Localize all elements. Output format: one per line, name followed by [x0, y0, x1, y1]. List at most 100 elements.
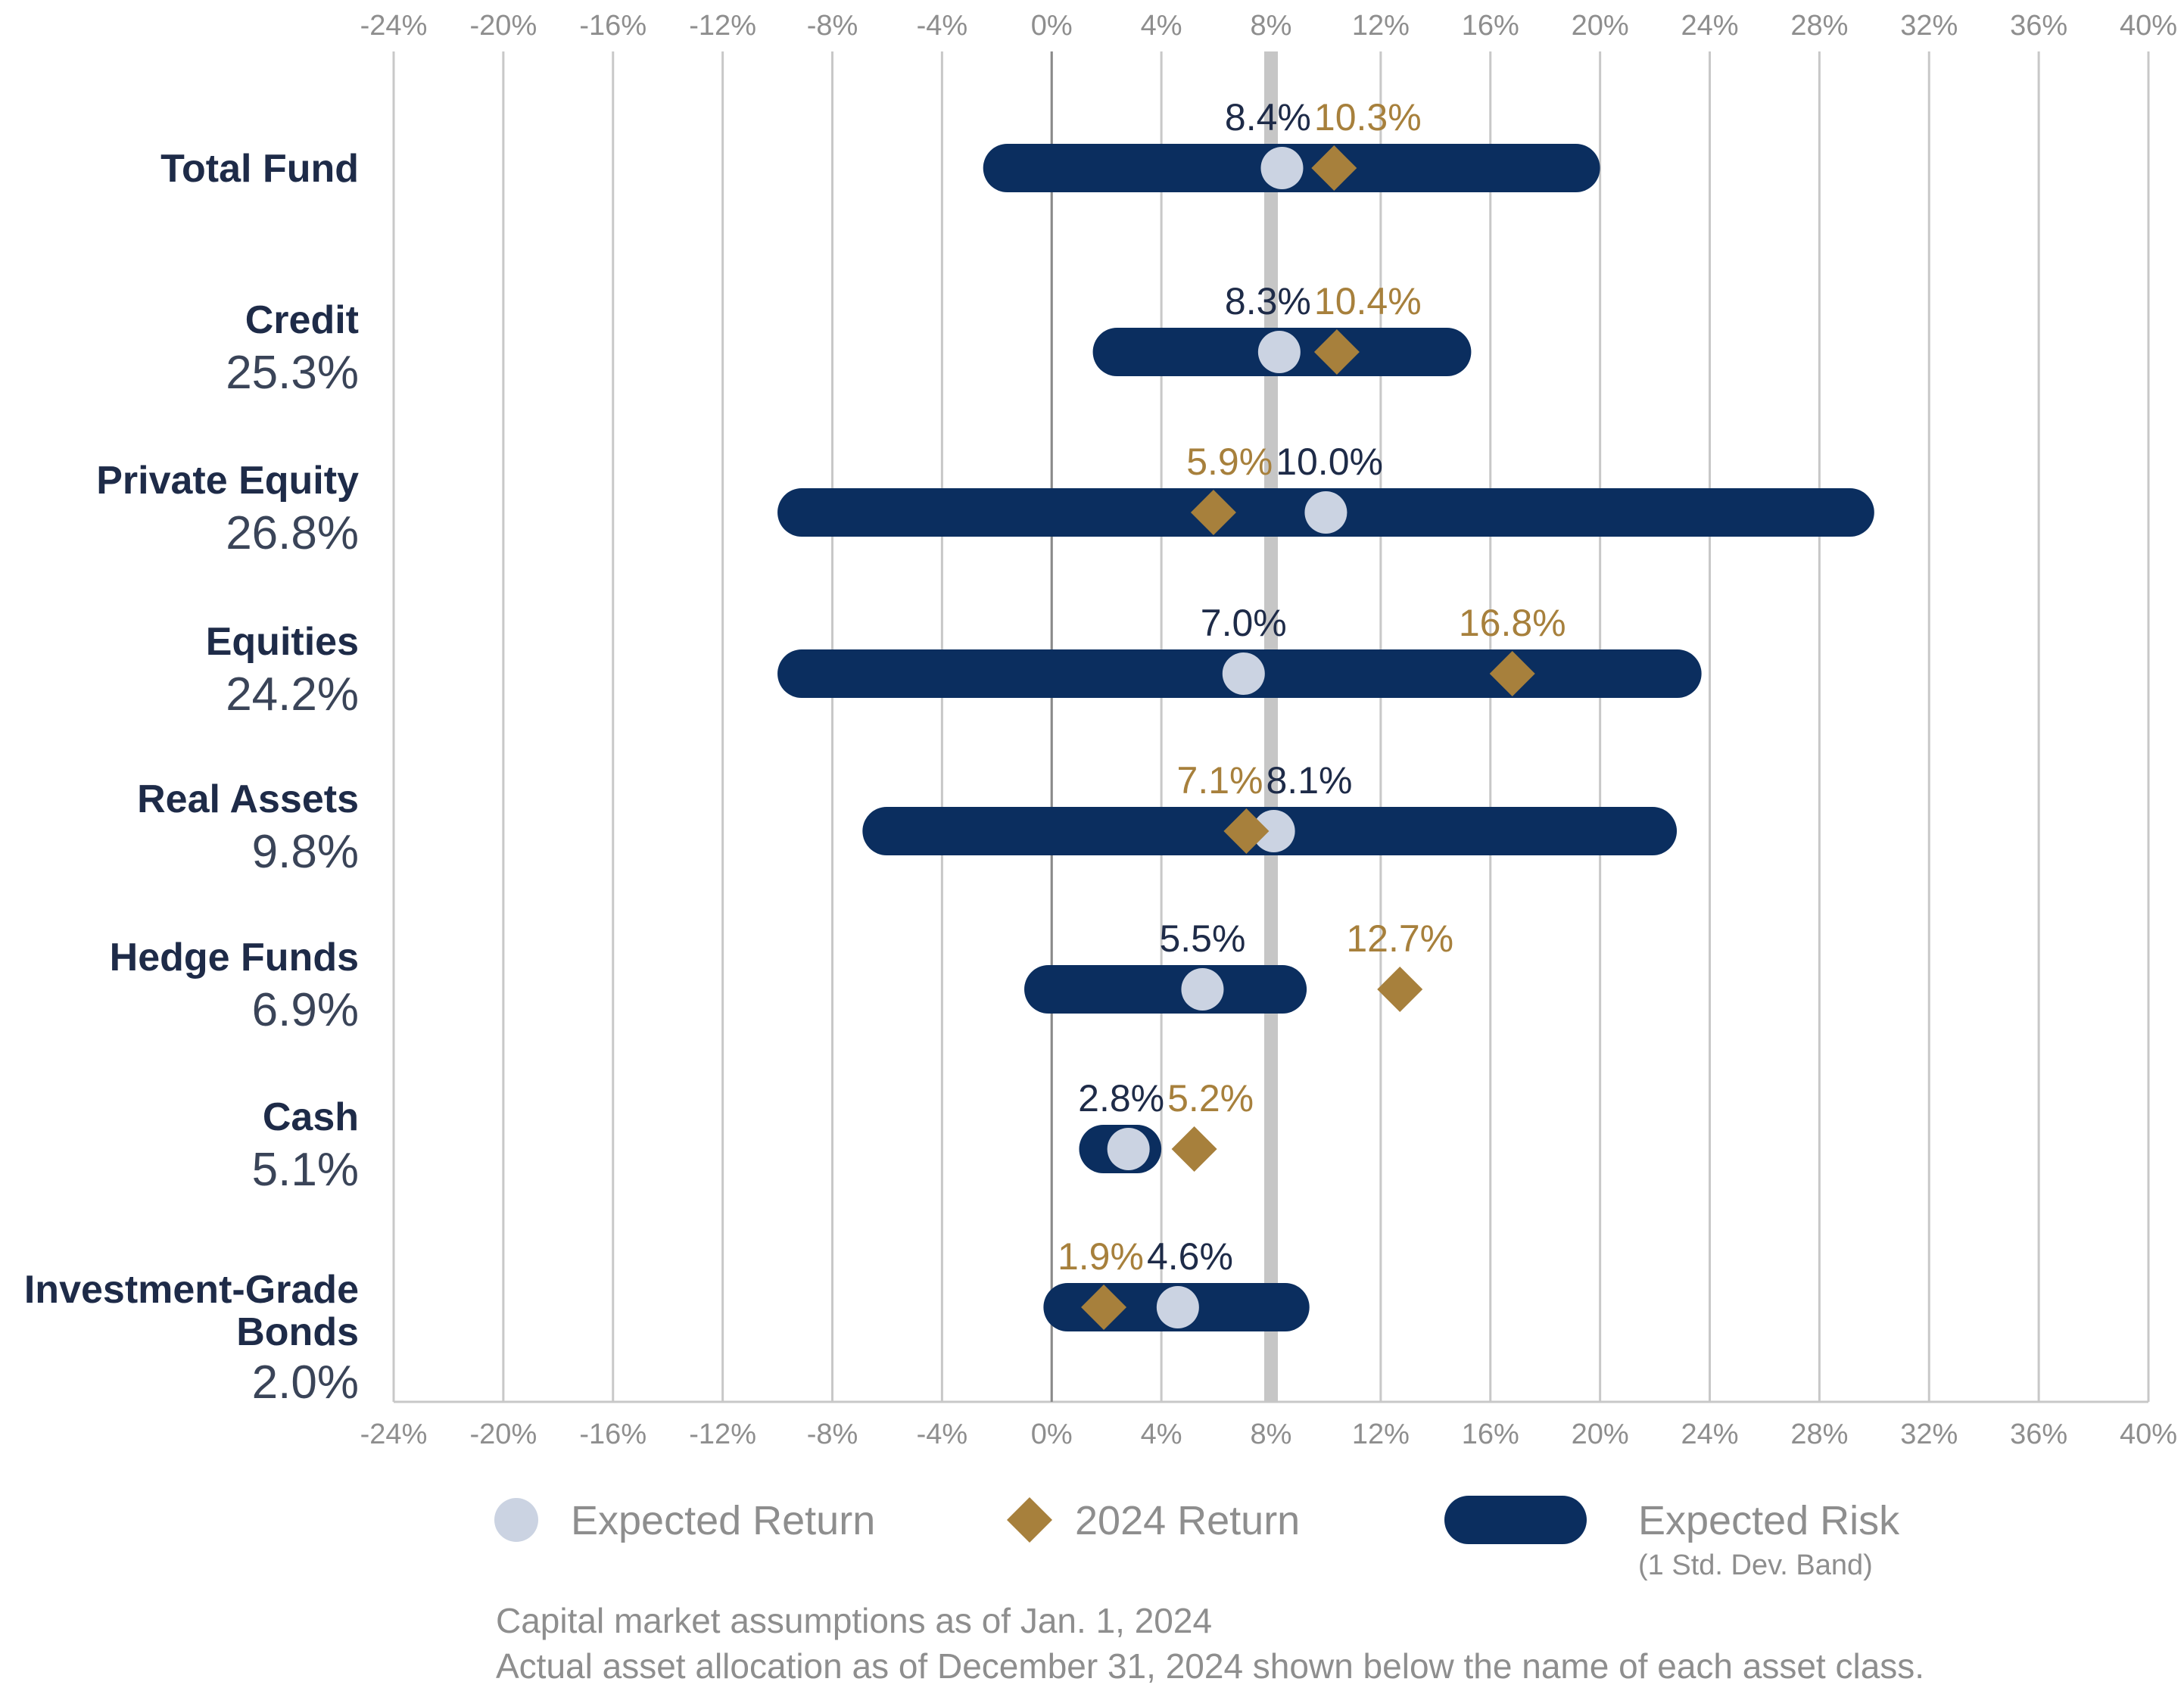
actual-return-label-equities: 16.8% — [1459, 602, 1566, 644]
actual-return-label-investment-grade-bonds: 1.9% — [1058, 1235, 1144, 1278]
footnote: Capital market assumptions as of Jan. 1,… — [496, 1601, 1212, 1640]
expected-return-marker-hedge-funds — [1181, 968, 1224, 1011]
actual-return-marker-cash — [1171, 1126, 1217, 1172]
footnote: Actual asset allocation as of December 3… — [496, 1646, 1924, 1686]
category-allocation-investment-grade-bonds: 2.0% — [252, 1356, 359, 1409]
data-marks: 8.4% 10.3% 8.3% 10.4% 10.0%5.9% 7.0% 16.8% 8.1%… — [777, 96, 1874, 1331]
grid-layer — [392, 51, 2150, 1403]
category-name-hedge-funds: Hedge Funds — [110, 936, 359, 979]
x-tick-label-top: 36% — [2010, 10, 2067, 42]
legend: Expected Return 2024 Return Expected Risk (… — [494, 1496, 1900, 1581]
expected-return-label-real-assets: 8.1% — [1266, 759, 1353, 802]
x-tick-label-bottom: -20% — [470, 1419, 537, 1450]
risk-band-hedge-funds — [1024, 965, 1307, 1014]
x-tick-label-bottom: -8% — [807, 1419, 858, 1450]
category-allocation-private-equity: 26.8% — [226, 507, 359, 559]
x-tick-label-bottom: 0% — [1031, 1419, 1073, 1450]
expected-return-marker-cash — [1107, 1128, 1150, 1170]
actual-return-label-credit: 10.4% — [1314, 280, 1422, 322]
category-name-investment-grade-bonds: Bonds — [236, 1310, 359, 1354]
x-tick-label-bottom: 8% — [1251, 1419, 1292, 1450]
legend-label-2024-return: 2024 Return — [1075, 1498, 1300, 1543]
x-tick-label-bottom: 12% — [1352, 1419, 1410, 1450]
x-tick-label-top: 32% — [1900, 10, 1958, 42]
actual-return-marker-credit — [1313, 329, 1360, 375]
x-tick-label-top: -16% — [579, 10, 646, 42]
x-tick-label-top: -24% — [360, 10, 428, 42]
expected-return-label-equities: 7.0% — [1201, 602, 1287, 644]
x-tick-label-top: 0% — [1031, 10, 1073, 42]
x-tick-label-top: 24% — [1681, 10, 1738, 42]
x-tick-label-top: 20% — [1572, 10, 1629, 42]
category-name-cash: Cash — [263, 1095, 359, 1139]
legend-band-icon — [1444, 1496, 1587, 1544]
actual-return-label-private-equity: 5.9% — [1186, 441, 1273, 483]
x-axis-bottom: -24% -20% -16% -12% -8% -4% 0% 4% 8% 12% 16% 20% 24%… — [360, 1419, 2177, 1450]
expected-return-marker-total-fund — [1260, 147, 1304, 189]
actual-return-label-real-assets: 7.1% — [1177, 759, 1263, 802]
category-name-credit: Credit — [245, 298, 359, 342]
x-tick-label-top: -20% — [470, 10, 537, 42]
x-tick-label-top: -8% — [807, 10, 858, 42]
category-name-equities: Equities — [206, 620, 359, 664]
expected-return-label-investment-grade-bonds: 4.6% — [1147, 1235, 1233, 1278]
actual-return-marker-investment-grade-bonds — [1081, 1285, 1127, 1330]
actual-return-marker-hedge-funds — [1377, 967, 1423, 1012]
legend-circle-icon — [494, 1498, 538, 1542]
actual-return-marker-total-fund — [1311, 145, 1357, 191]
expected-return-marker-credit — [1257, 331, 1301, 373]
x-tick-label-bottom: 32% — [1900, 1419, 1958, 1450]
category-allocation-cash: 5.1% — [252, 1144, 359, 1196]
actual-return-marker-private-equity — [1190, 490, 1236, 535]
x-tick-label-bottom: 40% — [2120, 1419, 2177, 1450]
x-tick-label-bottom: 28% — [1790, 1419, 1848, 1450]
expected-return-label-total-fund: 8.4% — [1225, 96, 1311, 139]
x-tick-label-bottom: 20% — [1572, 1419, 1629, 1450]
category-allocation-credit: 25.3% — [226, 347, 359, 399]
x-tick-label-bottom: 36% — [2010, 1419, 2067, 1450]
x-tick-label-top: 4% — [1141, 10, 1182, 42]
x-tick-label-bottom: 16% — [1462, 1419, 1519, 1450]
expected-return-label-hedge-funds: 5.5% — [1159, 917, 1245, 960]
x-tick-label-bottom: 4% — [1141, 1419, 1182, 1450]
x-tick-label-top: 40% — [2120, 10, 2177, 42]
category-labels: Total Fund Credit 25.3% Private Equity26.8%… — [24, 147, 359, 1409]
expected-return-label-cash: 2.8% — [1078, 1077, 1164, 1120]
actual-return-marker-real-assets — [1223, 808, 1270, 854]
legend-label-expected-return: Expected Return — [571, 1498, 875, 1543]
category-name-investment-grade-bonds: Investment-Grade — [24, 1268, 359, 1312]
legend-sublabel-std-dev: (1 Std. Dev. Band) — [1638, 1549, 1873, 1581]
x-tick-label-bottom: -12% — [689, 1419, 756, 1450]
category-name-private-equity: Private Equity — [96, 459, 359, 503]
actual-return-marker-equities — [1489, 651, 1535, 696]
actual-return-label-total-fund: 10.3% — [1314, 96, 1422, 139]
x-axis-top: -24% -20% -16% -12% -8% -4% 0% 4% 8% 12% 16% 20% 24%… — [360, 10, 2177, 42]
x-tick-label-bottom: -16% — [579, 1419, 646, 1450]
x-tick-label-top: 28% — [1790, 10, 1848, 42]
x-tick-label-bottom: -24% — [360, 1419, 428, 1450]
expected-return-marker-investment-grade-bonds — [1156, 1286, 1199, 1328]
category-name-total-fund: Total Fund — [160, 147, 359, 191]
x-tick-label-bottom: -4% — [917, 1419, 968, 1450]
x-tick-label-top: 12% — [1352, 10, 1410, 42]
legend-label-expected-risk: Expected Risk — [1638, 1498, 1900, 1543]
x-tick-label-top: 8% — [1251, 10, 1292, 42]
category-allocation-real-assets: 9.8% — [252, 826, 359, 878]
x-tick-label-top: 16% — [1462, 10, 1519, 42]
x-tick-label-top: -4% — [917, 10, 968, 42]
x-tick-label-bottom: 24% — [1681, 1419, 1738, 1450]
actual-return-label-cash: 5.2% — [1167, 1077, 1254, 1120]
expected-return-label-credit: 8.3% — [1225, 280, 1311, 322]
category-allocation-hedge-funds: 6.9% — [252, 984, 359, 1036]
legend-diamond-icon — [1007, 1497, 1052, 1543]
footnotes: Capital market assumptions as of Jan. 1,… — [496, 1601, 1924, 1686]
category-allocation-equities: 24.2% — [226, 668, 359, 721]
expected-return-marker-private-equity — [1304, 491, 1347, 534]
actual-return-label-hedge-funds: 12.7% — [1346, 917, 1453, 960]
expected-return-marker-real-assets — [1252, 810, 1295, 852]
category-name-real-assets: Real Assets — [137, 777, 359, 821]
expected-return-marker-equities — [1222, 652, 1265, 695]
expected-return-label-private-equity: 10.0% — [1276, 441, 1383, 483]
